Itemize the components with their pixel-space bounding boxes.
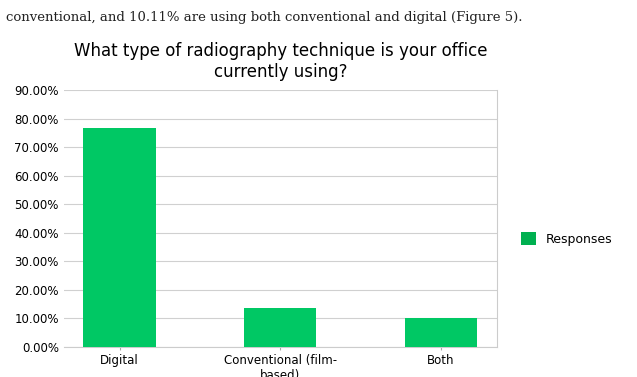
Title: What type of radiography technique is your office
currently using?: What type of radiography technique is yo… <box>73 42 487 81</box>
Bar <box>244 308 317 347</box>
Text: conventional, and 10.11% are using both conventional and digital (Figure 5).: conventional, and 10.11% are using both … <box>6 11 523 24</box>
Bar <box>405 318 477 347</box>
Bar <box>83 129 155 347</box>
Legend: Responses: Responses <box>516 227 618 251</box>
